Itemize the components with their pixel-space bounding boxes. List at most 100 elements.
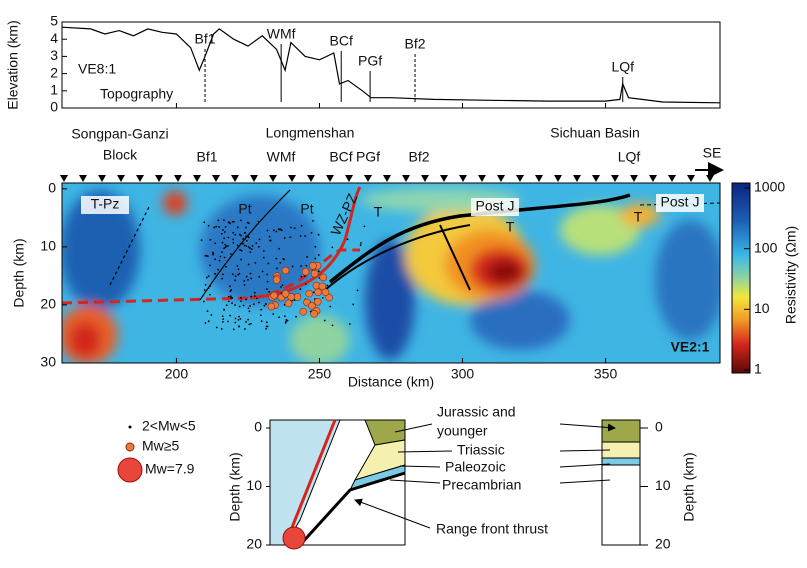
quake-small <box>260 320 263 322</box>
colorbar-tick-label: 10 <box>754 300 770 316</box>
station <box>611 175 619 182</box>
quake-large <box>313 297 322 306</box>
label-box <box>471 198 519 216</box>
quake-small <box>278 316 280 319</box>
quake-small <box>238 272 241 275</box>
section-label: VE2:1 <box>671 339 710 355</box>
y-tick-label: 5 <box>50 13 58 29</box>
station <box>364 175 372 182</box>
quake-small <box>265 321 268 324</box>
y-tick-label: 0 <box>48 180 56 196</box>
station <box>326 175 334 182</box>
quake-small <box>231 220 234 223</box>
quake-small <box>242 238 245 240</box>
quake-small <box>213 226 216 229</box>
colorbar-label: Resistivity (Ωm) <box>783 226 799 324</box>
quake-small <box>209 293 211 296</box>
quake-large <box>272 276 281 284</box>
quake-small <box>232 241 235 244</box>
quake-small <box>253 295 256 297</box>
quake-small <box>229 314 232 317</box>
y-tick-label: 30 <box>40 354 56 370</box>
y-axis-label: Depth (km) <box>227 452 243 521</box>
x-tick-label: 300 <box>451 366 475 382</box>
quake-small <box>329 305 332 308</box>
quake-small <box>207 287 210 290</box>
quake-small <box>310 231 313 234</box>
legend-symbols <box>117 425 143 483</box>
quake-small <box>272 313 275 315</box>
quake-large <box>281 289 290 298</box>
quake-small <box>314 257 317 260</box>
fault-label: PGf <box>356 149 380 165</box>
quake-large <box>325 293 333 302</box>
fault-label: Bf1 <box>196 149 217 165</box>
quake-small <box>356 289 359 292</box>
fault-label: WMf <box>267 149 296 165</box>
quake-small <box>232 238 235 241</box>
quake-small <box>234 233 237 236</box>
quake-small <box>214 258 216 261</box>
station <box>79 175 87 182</box>
y-axis-label: Depth (km) <box>11 238 27 307</box>
station <box>288 175 296 182</box>
quake-small <box>247 318 250 321</box>
quake-small <box>239 317 242 320</box>
quake-small <box>258 238 261 241</box>
quake-small <box>266 280 269 283</box>
quake-small <box>223 247 226 250</box>
quake-small <box>257 220 260 223</box>
station <box>383 175 391 182</box>
quake-small <box>230 253 232 255</box>
quake-small <box>289 236 292 239</box>
quake-small <box>281 284 284 287</box>
quake-small <box>231 297 234 299</box>
quake-small <box>277 228 280 231</box>
quake-small <box>282 257 285 260</box>
station <box>402 175 410 182</box>
thrust-label: Range front thrust <box>436 521 548 537</box>
quake-small <box>222 273 224 276</box>
resistivity-field <box>62 183 720 363</box>
unit-label: Triassic <box>457 442 505 458</box>
y-tick-label: 0 <box>655 419 663 435</box>
quake-small <box>258 275 261 278</box>
quake-large <box>310 310 318 318</box>
quake-small <box>249 251 252 254</box>
quake-small <box>240 258 242 261</box>
x-tick-label: 350 <box>594 366 618 382</box>
quake-small <box>265 303 267 305</box>
station <box>459 175 467 182</box>
station <box>250 175 258 182</box>
quake-small <box>263 304 266 307</box>
station <box>668 175 676 182</box>
quake-small <box>245 235 248 238</box>
quake-small <box>209 238 212 241</box>
quake-small <box>224 226 227 228</box>
x-axis-label: Distance (km) <box>348 374 434 390</box>
quake-small <box>317 254 320 256</box>
quake-small <box>284 321 287 324</box>
fault-label: BCf <box>330 33 353 49</box>
quake-small <box>220 328 223 330</box>
quake-small <box>249 272 252 275</box>
quake-small <box>237 273 240 276</box>
quake-small <box>238 233 241 236</box>
section-label: Pt <box>300 201 313 217</box>
quake-small <box>224 246 227 249</box>
quake-small <box>250 277 253 280</box>
quake-small <box>234 304 236 306</box>
quake-small <box>206 310 209 313</box>
station <box>117 175 125 182</box>
quake-small <box>245 320 247 323</box>
station <box>687 175 695 182</box>
quake-small <box>221 251 223 254</box>
quake-small <box>323 319 326 322</box>
quake-small <box>268 290 271 293</box>
topography-line <box>61 26 721 104</box>
section-label: T <box>374 204 383 220</box>
y-tick-label: 20 <box>40 296 56 312</box>
quake-small <box>202 300 205 303</box>
quake-small <box>246 221 249 224</box>
quake-small <box>283 315 286 318</box>
